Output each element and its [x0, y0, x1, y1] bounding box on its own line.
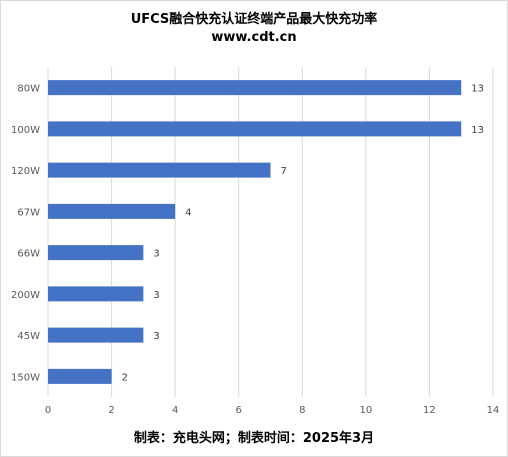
bars — [48, 80, 462, 384]
x-tick-label: 12 — [423, 405, 436, 416]
bar-100W — [48, 121, 462, 137]
bar-value-label: 3 — [153, 331, 159, 342]
chart-footer: 制表：充电头网；制表时间：2025年3月 — [133, 431, 375, 446]
x-tick-label: 6 — [236, 405, 242, 416]
y-category-label: 120W — [11, 166, 40, 177]
x-tick-label: 8 — [299, 405, 305, 416]
y-category-label: 45W — [17, 331, 40, 342]
y-category-label: 100W — [11, 125, 40, 136]
bar-45W — [48, 327, 144, 343]
bar-value-label: 2 — [122, 372, 128, 383]
bar-120W — [48, 162, 271, 178]
bar-value-label: 3 — [153, 249, 159, 260]
x-tick-label: 4 — [172, 405, 178, 416]
y-category-label: 80W — [17, 84, 40, 95]
chart-subtitle: www.cdt.cn — [211, 30, 297, 45]
x-tick-label: 0 — [45, 405, 51, 416]
x-tick-label: 10 — [359, 405, 372, 416]
bar-value-label: 13 — [471, 84, 484, 95]
bar-80W — [48, 80, 462, 96]
bar-value-label: 3 — [153, 290, 159, 301]
y-category-label: 66W — [17, 249, 40, 260]
bar-67W — [48, 203, 176, 219]
bar-200W — [48, 286, 144, 302]
y-category-label: 150W — [11, 372, 40, 383]
chart-title: UFCS融合快充认证终端产品最大快充功率 — [130, 12, 378, 27]
bar-value-label: 4 — [185, 207, 191, 218]
bar-value-label: 13 — [471, 125, 484, 136]
labels: 0 2 4 6 8 10 12 14 80W 13 100W 13 120W 7 67W 4 66W 3 200W 3… — [11, 84, 499, 416]
x-tick-label: 2 — [108, 405, 114, 416]
x-tick-label: 14 — [487, 405, 500, 416]
bar-value-label: 7 — [281, 166, 287, 177]
bar-150W — [48, 368, 112, 384]
bar-66W — [48, 245, 144, 261]
grid-lines — [47, 67, 494, 397]
y-category-label: 200W — [11, 290, 40, 301]
y-category-label: 67W — [17, 207, 40, 218]
